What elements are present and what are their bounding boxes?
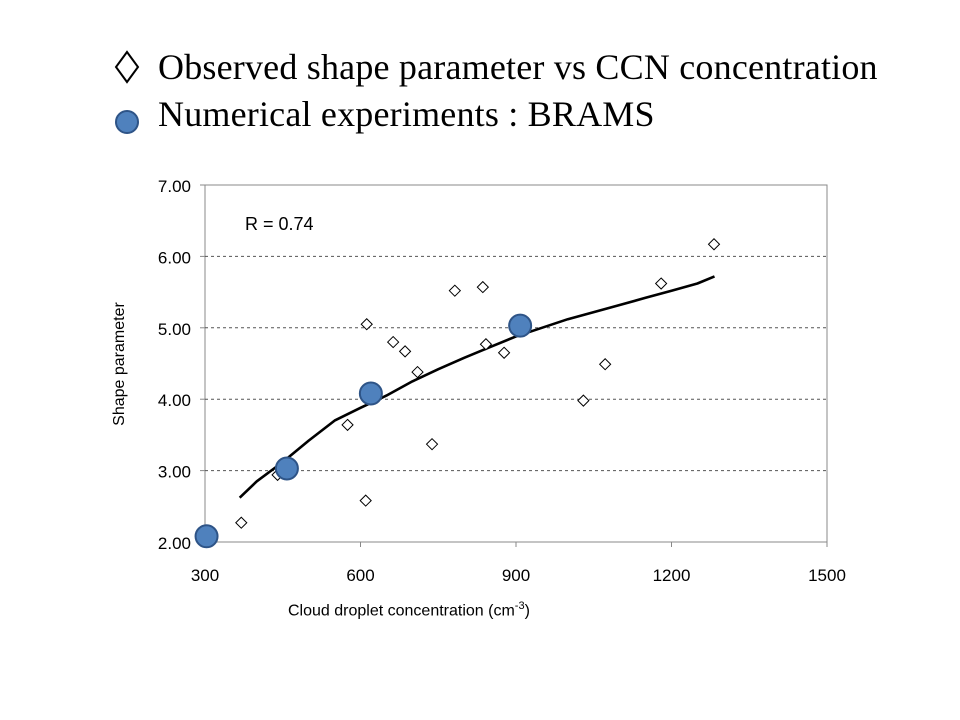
numerical-point [274,456,299,481]
legend-numerical-label: Numerical experiments : BRAMS [158,94,655,134]
observed-point [707,238,721,251]
observed-point [479,338,493,351]
x-tick-label: 900 [502,566,530,585]
y-tick-label: 5.00 [158,320,191,339]
x-axis-label-main: Cloud droplet concentration (cm [288,602,515,620]
observed-point [598,358,612,371]
observed-point [654,277,668,290]
observed-point [411,365,424,379]
observed-point [235,516,248,529]
x-tick-label: 1500 [808,566,846,585]
correlation-annotation: R = 0.74 [245,214,314,234]
plot-area-frame [204,184,828,543]
x-tick-label: 1200 [653,566,691,585]
x-axis-label-tail: ) [524,602,530,620]
axes: 2.00 3.00 4.00 5.00 6.00 7.00 300 600 900 1200 150… [158,177,846,585]
numerical-point [194,524,219,549]
legend-numerical: Numerical experiments : BRAMS [112,93,655,135]
numerical-point [358,381,383,406]
y-tick-label: 4.00 [158,391,191,410]
y-tick-label: 6.00 [158,248,191,267]
y-tick-label: 7.00 [158,177,191,196]
observed-point [448,284,462,297]
x-axis-label: Cloud droplet concentration (cm-3) [288,600,530,620]
x-tick-label: 600 [346,566,374,585]
observed-point [341,418,354,432]
y-tick-label: 3.00 [158,463,191,482]
grid-lines [205,255,827,472]
observed-point [577,394,590,407]
observed-point [398,345,412,358]
x-axis-label-sup: -3 [514,600,525,612]
legend-observed: Observed shape parameter vs CCN concentr… [112,46,878,88]
y-tick-label: 2.00 [158,534,191,553]
open-diamond-icon [112,47,158,87]
legend-observed-label: Observed shape parameter vs CCN concentr… [158,47,878,87]
blue-circle-icon [112,94,158,134]
numerical-point [508,313,533,338]
observed-point [360,318,373,331]
observed-point [497,346,511,359]
numerical-points [194,313,533,549]
observed-point [476,280,490,294]
x-tick-label: 300 [191,566,219,585]
trend-line-layer [238,275,715,499]
trend-line [238,275,715,499]
observed-point [386,335,400,349]
observed-point [425,437,439,451]
y-axis-label: Shape parameter [111,302,128,426]
observed-points [235,238,721,529]
observed-point [359,494,372,507]
